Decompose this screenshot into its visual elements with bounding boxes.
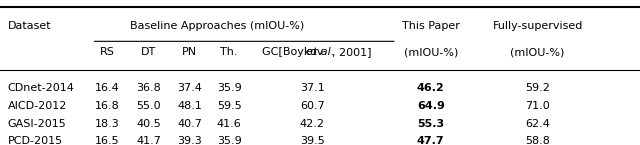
Text: 48.1: 48.1 bbox=[177, 101, 202, 111]
Text: 71.0: 71.0 bbox=[525, 101, 550, 111]
Text: 16.5: 16.5 bbox=[95, 136, 120, 145]
Text: 16.8: 16.8 bbox=[95, 101, 120, 111]
Text: 37.4: 37.4 bbox=[177, 84, 202, 93]
Text: 58.8: 58.8 bbox=[525, 136, 550, 145]
Text: 39.5: 39.5 bbox=[300, 136, 324, 145]
Text: CDnet-2014: CDnet-2014 bbox=[8, 84, 74, 93]
Text: PN: PN bbox=[182, 47, 197, 57]
Text: 18.3: 18.3 bbox=[95, 119, 120, 128]
Text: 41.6: 41.6 bbox=[217, 119, 241, 128]
Text: Th.: Th. bbox=[220, 47, 238, 57]
Text: et al.: et al. bbox=[306, 47, 334, 57]
Text: 40.7: 40.7 bbox=[177, 119, 202, 128]
Text: 37.1: 37.1 bbox=[300, 84, 324, 93]
Text: (mIOU-%): (mIOU-%) bbox=[511, 47, 564, 57]
Text: 59.2: 59.2 bbox=[525, 84, 550, 93]
Text: Fully-supervised: Fully-supervised bbox=[492, 21, 583, 31]
Text: 59.5: 59.5 bbox=[217, 101, 241, 111]
Text: 60.7: 60.7 bbox=[300, 101, 324, 111]
Text: 64.9: 64.9 bbox=[417, 101, 445, 111]
Text: RS: RS bbox=[100, 47, 115, 57]
Text: 46.2: 46.2 bbox=[417, 84, 445, 93]
Text: GASI-2015: GASI-2015 bbox=[8, 119, 67, 128]
Text: 41.7: 41.7 bbox=[136, 136, 161, 145]
Text: 47.7: 47.7 bbox=[417, 136, 445, 145]
Text: , 2001]: , 2001] bbox=[332, 47, 371, 57]
Text: 16.4: 16.4 bbox=[95, 84, 120, 93]
Text: 35.9: 35.9 bbox=[217, 84, 241, 93]
Text: Baseline Approaches (mIOU-%): Baseline Approaches (mIOU-%) bbox=[131, 21, 305, 31]
Text: 62.4: 62.4 bbox=[525, 119, 550, 128]
Text: PCD-2015: PCD-2015 bbox=[8, 136, 63, 145]
Text: DT: DT bbox=[141, 47, 156, 57]
Text: 40.5: 40.5 bbox=[136, 119, 161, 128]
Text: 39.3: 39.3 bbox=[177, 136, 202, 145]
Text: 42.2: 42.2 bbox=[300, 119, 325, 128]
Text: GC[Boykov: GC[Boykov bbox=[262, 47, 327, 57]
Text: Dataset: Dataset bbox=[8, 21, 51, 31]
Text: 55.3: 55.3 bbox=[417, 119, 444, 128]
Text: AICD-2012: AICD-2012 bbox=[8, 101, 67, 111]
Text: 55.0: 55.0 bbox=[136, 101, 161, 111]
Text: 36.8: 36.8 bbox=[136, 84, 161, 93]
Text: (mIOU-%): (mIOU-%) bbox=[404, 47, 458, 57]
Text: 35.9: 35.9 bbox=[217, 136, 241, 145]
Text: This Paper: This Paper bbox=[402, 21, 460, 31]
